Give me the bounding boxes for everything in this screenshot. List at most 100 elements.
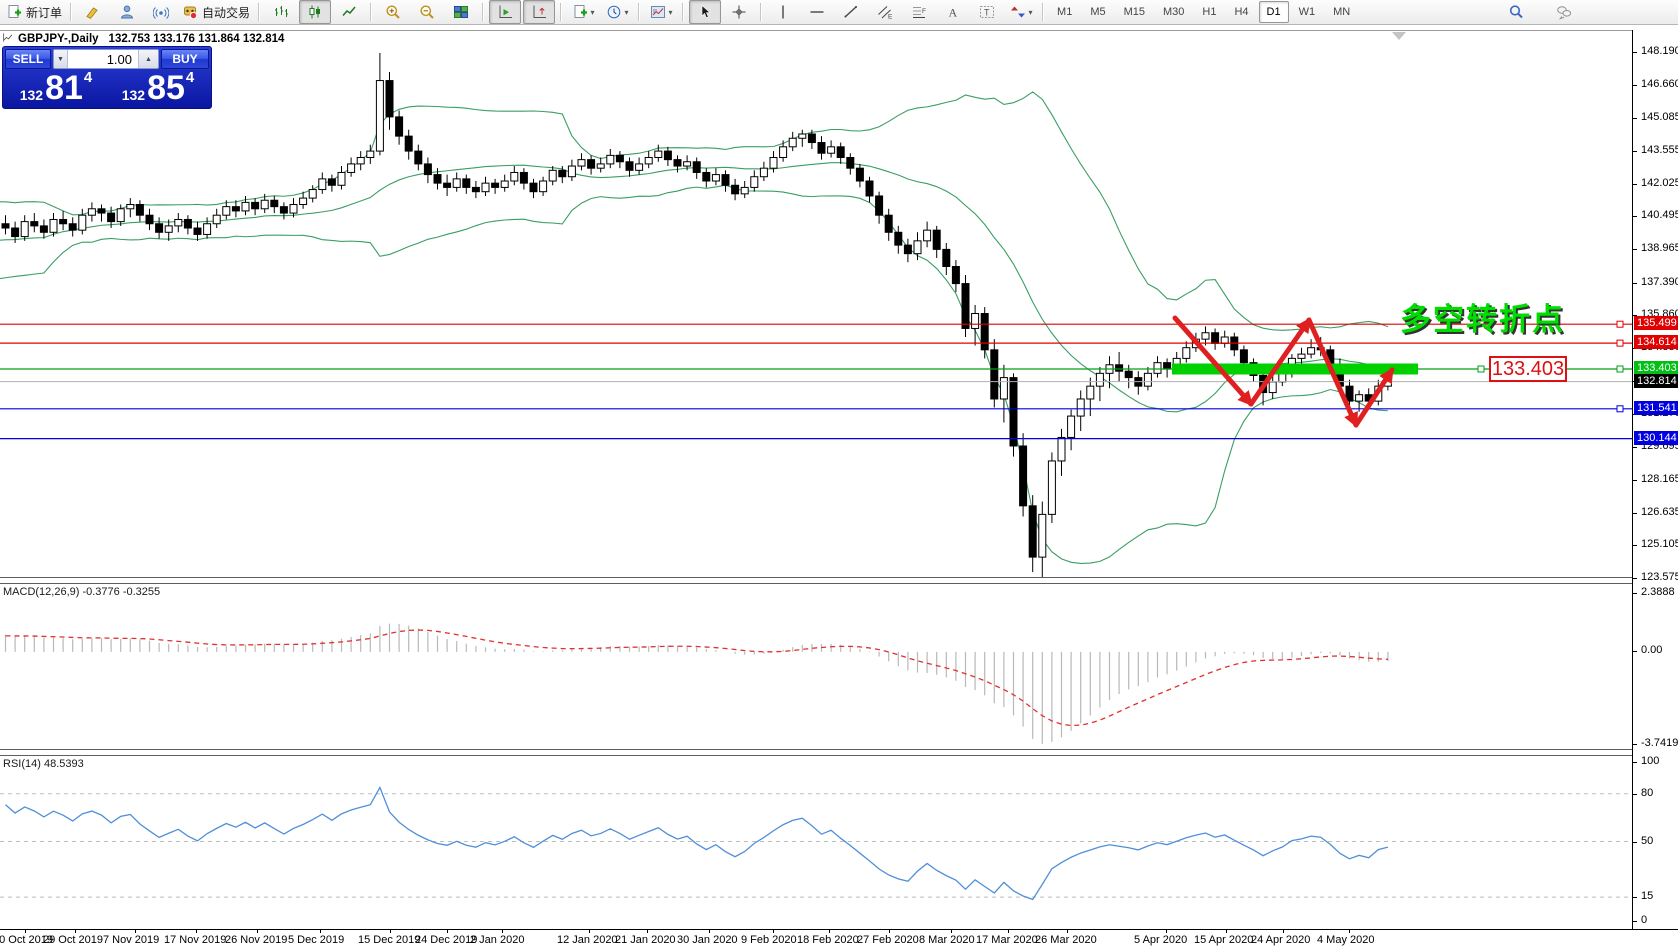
timeframe-m1-button[interactable]: M1 [1057, 6, 1073, 18]
cursor-button[interactable] [689, 0, 722, 24]
price-tag-130.144: 130.144 [1634, 430, 1678, 445]
chat-button[interactable] [1548, 0, 1580, 24]
time-tick-mark [1067, 930, 1068, 933]
toolbar-separator [760, 3, 763, 21]
trend-arrow-drawing[interactable] [1172, 315, 1254, 407]
sell-price-big: 81 [45, 69, 83, 107]
pane-separator[interactable] [0, 577, 1633, 584]
time-tick-mark [889, 930, 890, 933]
rsi-pane-canvas[interactable] [0, 757, 1632, 929]
autoscroll-icon [497, 4, 513, 20]
time-tick-mark [1166, 930, 1167, 933]
chevron-down-icon: ▾ [668, 7, 673, 17]
clock-icon [606, 4, 622, 20]
date-tick-label: 24 Apr 2020 [1251, 934, 1311, 946]
date-tick-label: 2 Jan 2020 [470, 934, 525, 946]
trend-arrow-drawing[interactable] [1248, 317, 1312, 407]
timeframe-m5-button[interactable]: M5 [1090, 6, 1106, 18]
trendline-button[interactable] [835, 0, 867, 24]
main-chart-canvas[interactable] [0, 31, 1632, 578]
date-tick-label: 12 Jan 2020 [557, 934, 618, 946]
price-tick-label: 140.495 [1641, 209, 1678, 222]
rsi-tick-label: 0 [1641, 914, 1648, 926]
bar-chart-button[interactable] [265, 0, 297, 24]
sell-button[interactable]: SELL [5, 49, 51, 69]
search-button[interactable] [1500, 0, 1532, 24]
auto-scroll-button[interactable] [489, 0, 522, 24]
axis-tick-mark [1633, 794, 1637, 795]
pane-separator[interactable] [0, 749, 1633, 756]
macd-pane-canvas[interactable] [0, 585, 1632, 748]
candlestick-chart-button[interactable] [299, 0, 332, 24]
zoom-in-button[interactable] [377, 0, 409, 24]
wand-icon [85, 4, 101, 20]
trend-arrow-drawing[interactable] [1306, 317, 1359, 428]
timeframe-m15-button[interactable]: M15 [1123, 6, 1145, 18]
date-tick-label: 18 Feb 2020 [797, 934, 859, 946]
autotrade-button-label: 自动交易 [202, 5, 251, 20]
zoom-out-button[interactable] [411, 0, 443, 24]
new-order-button[interactable]: 新订单 [3, 0, 65, 24]
fibonacci-button[interactable]: F [903, 0, 935, 24]
horizontal-line-button[interactable] [801, 0, 833, 24]
crosshair-button[interactable] [723, 0, 755, 24]
timeframe-d1-button[interactable]: D1 [1258, 1, 1289, 23]
time-tick-mark [1226, 930, 1227, 933]
turning-point-annotation: 多空转折点 [1400, 302, 1565, 337]
volume-up-button[interactable]: ▲ [138, 50, 158, 68]
indicators-button[interactable]: ▾ [567, 0, 599, 24]
timeframe-w1-button[interactable]: W1 [1298, 6, 1316, 18]
periods-button[interactable]: ▾ [601, 0, 633, 24]
toolbar-separator [682, 3, 685, 21]
rsi-line [5, 785, 1389, 901]
date-tick-label: 30 Jan 2020 [677, 934, 738, 946]
search-icon [1508, 4, 1524, 20]
timeframe-m30-button[interactable]: M30 [1163, 6, 1185, 18]
crosshair-icon [731, 4, 747, 20]
toolbar-separator [258, 3, 261, 21]
axis-tick-mark [1633, 315, 1637, 317]
doc-plus-icon [572, 4, 588, 20]
autotrade-button[interactable]: 自动交易 [179, 0, 253, 24]
community-button[interactable] [111, 0, 143, 24]
vertical-line-button[interactable] [767, 0, 799, 24]
chart-wizard-button[interactable] [77, 0, 109, 24]
main-chart-pane [0, 30, 1632, 578]
text-t-icon: T [979, 4, 995, 20]
volume-input[interactable] [68, 50, 138, 68]
tile-windows-button[interactable] [445, 0, 477, 24]
templates-button[interactable]: ▾ [645, 0, 677, 24]
svg-text:A: A [949, 6, 958, 20]
buy-button[interactable]: BUY [161, 49, 209, 69]
chat-icon [1556, 4, 1572, 20]
new-order-button-label: 新订单 [26, 5, 63, 20]
volume-down-button[interactable]: ▼ [54, 50, 68, 68]
timeframe-mn-button[interactable]: MN [1333, 6, 1351, 18]
chart-shift-marker[interactable] [1392, 32, 1406, 40]
date-tick-label: 27 Feb 2020 [857, 934, 919, 946]
support-zone-bar[interactable] [1172, 363, 1418, 375]
price-tag-131.541: 131.541 [1634, 400, 1678, 415]
date-tick-label: 26 Mar 2020 [1035, 934, 1097, 946]
price-level-callout: 133.403 [1489, 356, 1567, 382]
toolbar-separator [70, 3, 73, 21]
rsi-tick-label: 15 [1641, 890, 1654, 902]
text-label-button[interactable]: T [971, 0, 1003, 24]
equidistant-channel-button[interactable]: E [869, 0, 901, 24]
signals-button[interactable] [145, 0, 177, 24]
macd-tick-label: -3.7419 [1641, 737, 1678, 749]
date-tick-label: 29 Oct 2019 [43, 934, 103, 946]
shift-icon [531, 4, 547, 20]
price-axis[interactable]: 148.190 146.660 145.085 143.555 142.025 140.4… [1632, 30, 1678, 929]
symbol-period-label: GBPJPY-,Daily [18, 33, 99, 45]
text-button[interactable]: A [937, 0, 969, 24]
line-chart-button[interactable] [333, 0, 365, 24]
trendline-icon [843, 4, 859, 20]
chart-shift-button[interactable] [523, 0, 556, 24]
arrows-button[interactable]: ▾ [1005, 0, 1037, 24]
trend-arrow-drawing[interactable] [1353, 367, 1395, 428]
axis-tick-mark [1633, 447, 1637, 449]
timeframe-h4-button[interactable]: H4 [1234, 6, 1249, 18]
timeframe-h1-button[interactable]: H1 [1202, 6, 1217, 18]
